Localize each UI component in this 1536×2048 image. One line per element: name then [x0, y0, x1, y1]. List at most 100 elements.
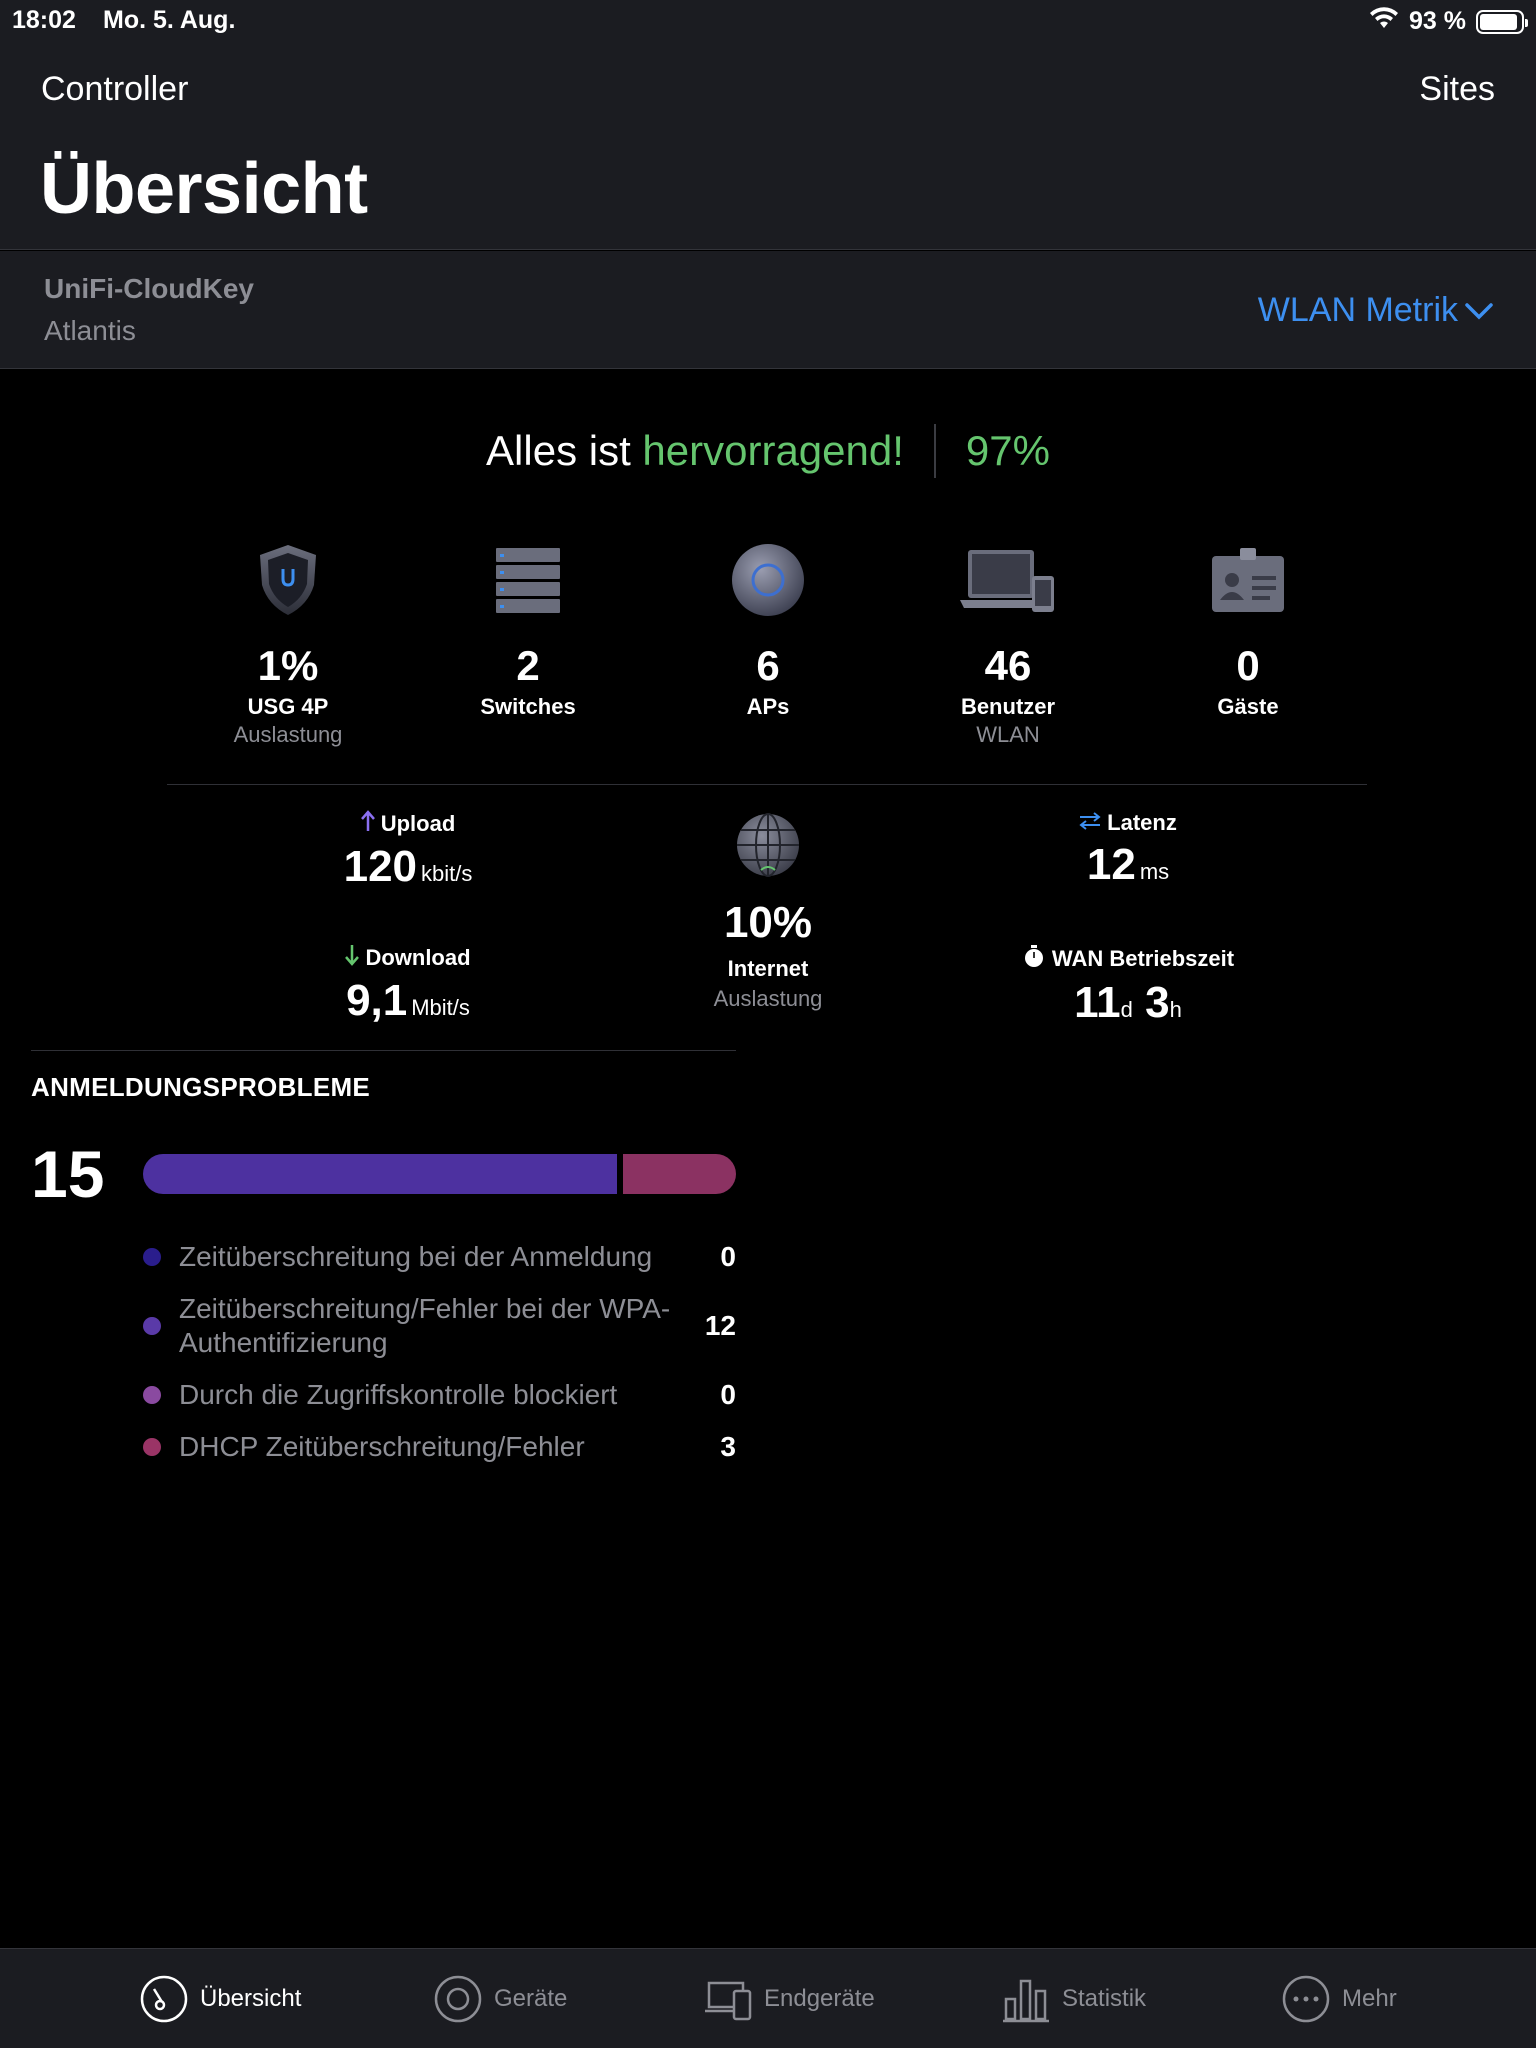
- internet-stat[interactable]: 10% Internet Auslastung: [618, 812, 918, 1012]
- users-sub: WLAN: [976, 722, 1040, 747]
- issue-count: 3: [720, 1431, 736, 1462]
- device-circle-icon: [434, 1975, 482, 2023]
- globe-icon: [618, 812, 918, 878]
- stat-guests[interactable]: 0 Gäste: [1148, 540, 1348, 720]
- guests-value: 0: [1236, 642, 1260, 689]
- laptop-phone-icon: [908, 540, 1108, 620]
- dashboard-gauge-icon: [140, 1975, 188, 2023]
- arrow-down-icon: [345, 944, 360, 972]
- site-name: Atlantis: [44, 315, 136, 346]
- tab-bar: Übersicht Geräte Endgeräte Statistik Meh…: [0, 1948, 1536, 2048]
- upload-unit: kbit/s: [421, 861, 473, 886]
- internet-sub: Auslastung: [713, 986, 823, 1011]
- status-date: Mo. 5. Aug.: [103, 6, 236, 34]
- stat-aps[interactable]: 6 APs: [668, 540, 868, 720]
- issue-count: 0: [720, 1379, 736, 1410]
- tab-devices[interactable]: Geräte: [434, 1975, 567, 2023]
- gateway-shield-icon: [188, 540, 388, 620]
- tab-statistics[interactable]: Statistik: [1002, 1975, 1146, 2023]
- issue-row: Zeitüberschreitung bei der Anmeldung 0: [143, 1240, 736, 1274]
- guests-label: Gäste: [1217, 694, 1279, 719]
- legend-dot: [143, 1248, 161, 1266]
- controller-button[interactable]: Controller: [41, 70, 189, 108]
- status-time: 18:02: [12, 6, 76, 34]
- internet-value: 10%: [723, 898, 813, 947]
- users-label: Benutzer: [960, 694, 1056, 719]
- download-label: Download: [365, 945, 471, 970]
- uptime-stat: WAN Betriebszeit 11d 3h: [978, 944, 1278, 1028]
- internet-label: Internet: [727, 956, 809, 981]
- upload-stat: Upload 120 kbit/s: [258, 810, 558, 892]
- issues-title: ANMELDUNGSPROBLEME: [31, 1072, 371, 1102]
- health-divider: [933, 424, 936, 478]
- switches-label: Switches: [480, 694, 576, 719]
- gateway-value: 1%: [257, 642, 319, 689]
- issue-count: 0: [720, 1241, 736, 1272]
- guest-badge-icon: [1148, 540, 1348, 620]
- health-status: hervorragend!: [642, 427, 904, 474]
- latency-unit: ms: [1139, 859, 1170, 884]
- issues-bar-dhcp-segment: [623, 1154, 736, 1194]
- uptime-hours-unit: h: [1169, 997, 1182, 1022]
- arrow-up-icon: [360, 810, 375, 838]
- sites-button[interactable]: Sites: [1419, 70, 1495, 108]
- nav-header: Controller Sites Übersicht: [0, 40, 1536, 250]
- metric-selector-label: WLAN Metrik: [1257, 291, 1458, 329]
- health-banner: Alles ist hervorragend! 97%: [0, 424, 1536, 478]
- site-info-bar: UniFi-CloudKey Atlantis WLAN Metrik: [0, 251, 1536, 369]
- status-right: 93 %: [1369, 6, 1528, 37]
- download-value: 9,1: [346, 976, 408, 1025]
- page-title: Übersicht: [40, 149, 368, 229]
- issues-legend: Zeitüberschreitung bei der Anmeldung 0 Z…: [143, 1240, 736, 1482]
- swap-arrows-icon: [1079, 810, 1101, 836]
- divider: [167, 784, 1367, 785]
- divider: [31, 1050, 736, 1051]
- issue-row: Durch die Zugriffskontrolle blockiert 0: [143, 1378, 736, 1412]
- tab-label: Übersicht: [200, 1985, 302, 2012]
- issue-label: Zeitüberschreitung bei der Anmeldung: [179, 1241, 653, 1272]
- issue-count: 12: [704, 1310, 736, 1341]
- uptime-label: WAN Betriebszeit: [1051, 946, 1235, 971]
- battery-percent: 93 %: [1409, 7, 1466, 35]
- tab-more[interactable]: Mehr: [1282, 1975, 1397, 2023]
- legend-dot: [143, 1386, 161, 1404]
- issue-label: DHCP Zeitüberschreitung/Fehler: [179, 1431, 585, 1462]
- stat-switches[interactable]: 2 Switches: [428, 540, 628, 720]
- health-score: 97%: [965, 427, 1050, 474]
- tab-label: Statistik: [1062, 1985, 1147, 2012]
- stat-gateway[interactable]: 1% USG 4P Auslastung: [188, 540, 388, 748]
- clients-devices-icon: [704, 1975, 752, 2023]
- users-value: 46: [984, 642, 1032, 689]
- switches-value: 2: [516, 642, 540, 689]
- tab-label: Endgeräte: [764, 1985, 875, 2012]
- issue-row: Zeitüberschreitung/Fehler bei der WPA-Au…: [143, 1292, 736, 1360]
- gateway-sub: Auslastung: [233, 722, 343, 747]
- wifi-icon: [1369, 6, 1399, 37]
- latency-value: 12: [1086, 840, 1136, 889]
- tab-overview[interactable]: Übersicht: [140, 1975, 301, 2023]
- uptime-hours: 3: [1145, 978, 1170, 1027]
- uptime-days: 11: [1074, 978, 1121, 1027]
- upload-label: Upload: [380, 811, 456, 836]
- tab-clients[interactable]: Endgeräte: [704, 1975, 875, 2023]
- issue-label: Zeitüberschreitung/Fehler bei der WPA-Au…: [179, 1293, 671, 1358]
- health-prefix: Alles ist: [486, 427, 631, 474]
- chevron-down-icon: [1464, 291, 1494, 330]
- stat-users[interactable]: 46 Benutzer WLAN: [908, 540, 1108, 748]
- issue-label: Durch die Zugriffskontrolle blockiert: [179, 1379, 618, 1410]
- upload-value: 120: [343, 842, 418, 891]
- download-unit: Mbit/s: [411, 995, 470, 1020]
- more-dots-icon: [1282, 1975, 1330, 2023]
- uptime-days-unit: d: [1120, 997, 1133, 1022]
- access-point-icon: [668, 540, 868, 620]
- aps-value: 6: [756, 642, 780, 689]
- legend-dot: [143, 1438, 161, 1456]
- bar-chart-icon: [1002, 1975, 1050, 2023]
- issues-bar: [143, 1154, 736, 1194]
- tab-label: Mehr: [1342, 1985, 1397, 2012]
- stopwatch-icon: [1022, 944, 1046, 974]
- issues-bar-wpa-segment: [143, 1154, 618, 1194]
- aps-label: APs: [746, 694, 790, 719]
- battery-icon: [1476, 9, 1528, 34]
- metric-selector[interactable]: WLAN Metrik: [1258, 291, 1494, 330]
